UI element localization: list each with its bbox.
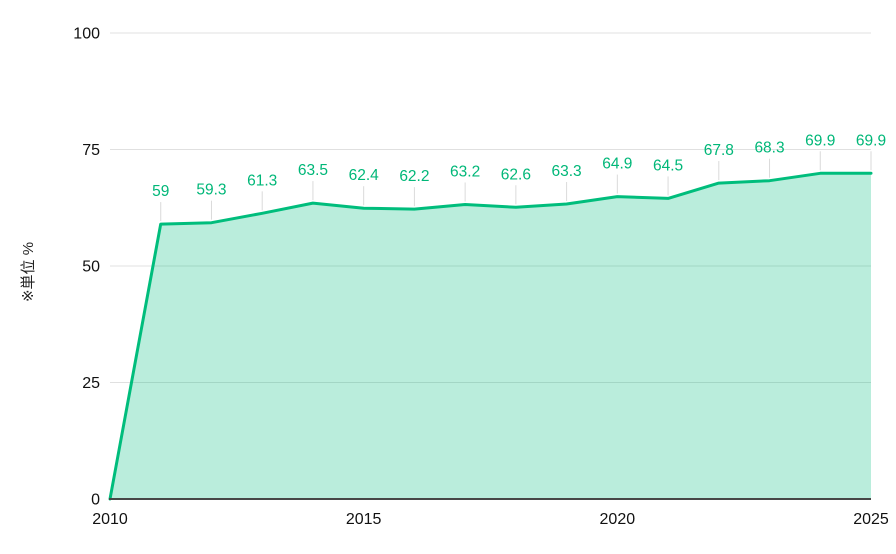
data-label: 64.5	[653, 157, 683, 174]
x-tick-label: 2025	[853, 511, 889, 528]
y-tick-label: 0	[91, 492, 100, 509]
data-label: 59.3	[196, 182, 226, 199]
data-label: 64.9	[602, 156, 632, 173]
y-tick-label: 100	[73, 26, 100, 43]
y-tick-label: 75	[82, 142, 100, 159]
x-tick-label: 2015	[346, 511, 382, 528]
data-label: 68.3	[754, 140, 784, 157]
x-tick-label: 2020	[600, 511, 636, 528]
y-tick-label: 50	[82, 259, 100, 276]
x-tick-label: 2010	[92, 511, 128, 528]
data-label: 62.4	[349, 167, 380, 184]
data-label: 67.8	[704, 142, 734, 159]
area-fill	[110, 173, 871, 500]
data-label: 63.2	[450, 163, 480, 180]
y-axis-title: ※単位 %	[20, 242, 37, 302]
data-label: 69.9	[805, 132, 835, 149]
data-label: 62.2	[399, 168, 429, 185]
y-tick-label: 25	[82, 375, 100, 392]
data-label: 61.3	[247, 172, 277, 189]
data-label: 69.9	[856, 132, 886, 149]
trend-line	[108, 171, 873, 501]
data-label: 59	[152, 183, 169, 200]
data-label: 63.5	[298, 162, 328, 179]
data-label: 63.3	[552, 163, 582, 180]
data-label: 62.6	[501, 166, 531, 183]
